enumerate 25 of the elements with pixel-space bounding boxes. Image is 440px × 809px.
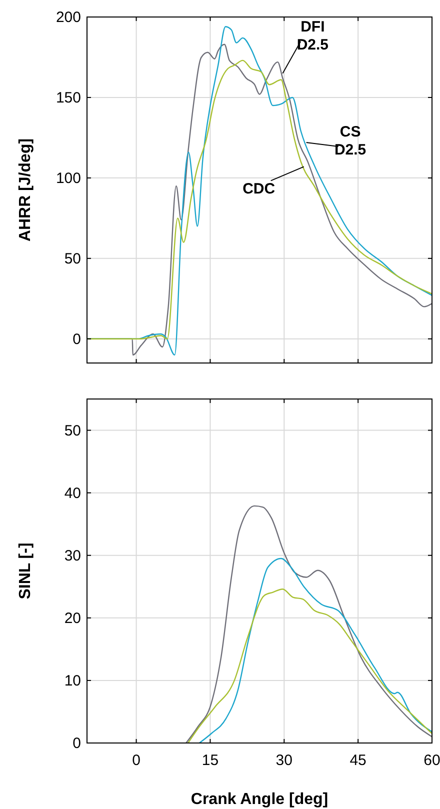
- annotation: CDC: [242, 180, 276, 198]
- y-tick-label: 0: [72, 330, 81, 348]
- y-axis-title: SINL [-]: [17, 542, 34, 600]
- y-tick-label: 0: [72, 735, 81, 752]
- x-tick-label: 30: [276, 752, 292, 769]
- y-tick-label: 150: [56, 89, 81, 106]
- y-axis-title: AHRR [J/deg]: [17, 138, 34, 242]
- line-series: [187, 588, 433, 744]
- y-tick-label: 200: [56, 9, 81, 26]
- x-tick-label: 15: [202, 752, 219, 769]
- line-series: [198, 558, 433, 744]
- y-tick-label: 50: [64, 422, 81, 440]
- y-tick-label: 50: [64, 250, 81, 268]
- x-tick-label: 45: [350, 752, 366, 769]
- annotation: DFI D2.5: [296, 18, 329, 54]
- y-tick-label: 30: [64, 547, 81, 564]
- y-tick-label: 10: [64, 672, 81, 690]
- x-tick-label: 0: [132, 752, 140, 769]
- y-tick-label: 40: [64, 484, 81, 502]
- line-series: [185, 505, 433, 744]
- x-axis-title: Crank Angle [deg]: [190, 791, 328, 808]
- y-tick-label: 100: [56, 170, 81, 187]
- x-tick-label: 60: [424, 752, 440, 769]
- annotation: CS D2.5: [334, 124, 366, 159]
- y-tick-label: 20: [64, 610, 81, 627]
